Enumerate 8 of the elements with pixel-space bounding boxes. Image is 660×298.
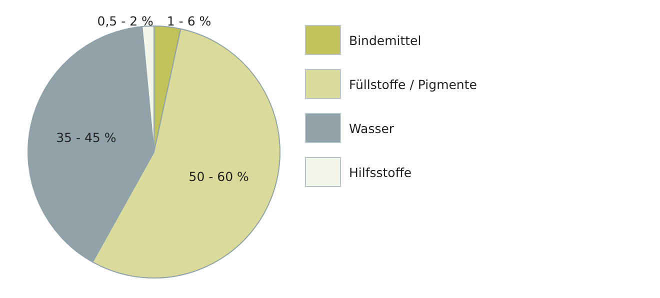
legend-label: Füllstoffe / Pigmente: [349, 76, 477, 92]
text: 50 - 60 %: [188, 168, 249, 184]
text: 35 - 45 %: [56, 130, 116, 146]
text: 1 - 6 %: [166, 14, 212, 28]
legend-label: Wasser: [349, 120, 394, 136]
text: 0,5 - 2 %: [97, 14, 154, 28]
legend-label: Bindemittel: [349, 32, 422, 48]
legend-label: Hilfsstoffe: [349, 164, 412, 180]
